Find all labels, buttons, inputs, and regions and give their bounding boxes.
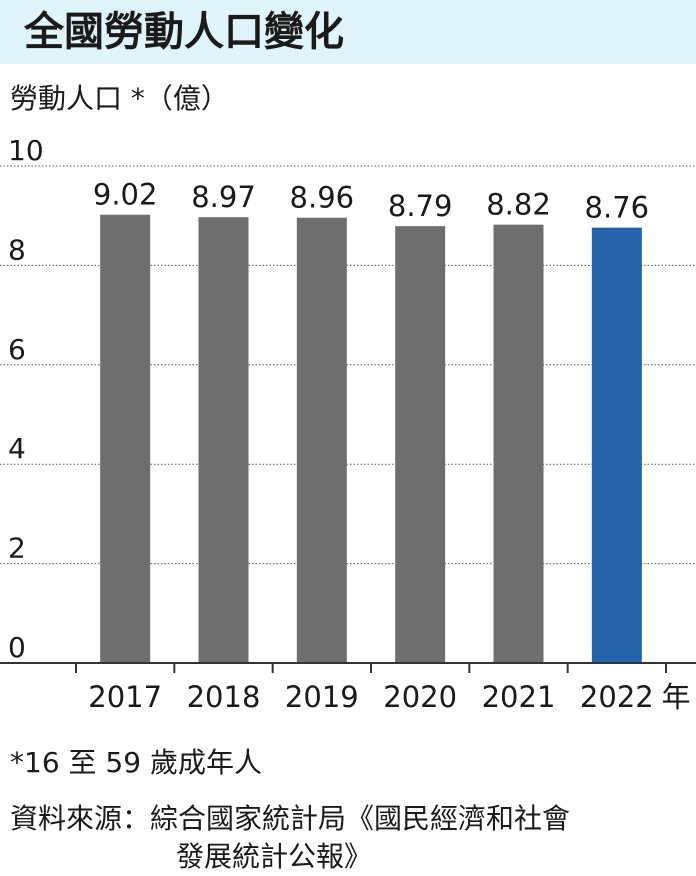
- data-label: 9.02: [93, 178, 158, 212]
- x-tick-label: 2021: [482, 680, 556, 714]
- x-tick-label: 2018: [187, 680, 261, 714]
- data-label: 8.82: [486, 188, 551, 222]
- bar: [591, 227, 642, 664]
- bar: [198, 217, 249, 664]
- x-tick-label: 2019: [285, 680, 359, 714]
- bar: [296, 217, 347, 664]
- chart-title: 全國勞動人口變化: [24, 9, 344, 55]
- y-axis-label: 勞動人口 *（億）: [10, 82, 229, 115]
- y-tick-label: 6: [8, 333, 26, 366]
- y-tick-label: 2: [8, 532, 26, 565]
- data-label: 8.76: [585, 191, 650, 225]
- x-tick-label: 2017: [88, 680, 162, 714]
- data-label: 8.79: [388, 189, 453, 223]
- bar-chart: 0 2 4 6 8 10 9.02 2017 8.97 2018 8.96 2019 8.79 2020 8…: [0, 134, 696, 714]
- bar: [100, 214, 151, 663]
- source-note: 資料來源：綜合國家統計局《國民經濟和社會 發展統計公報》: [10, 800, 690, 876]
- footnote: *16 至 59 歲成年人: [10, 746, 262, 779]
- data-label: 8.96: [290, 181, 355, 215]
- x-axis-label: 年: [661, 680, 690, 714]
- source-line-1: 資料來源：綜合國家統計局《國民經濟和社會: [10, 802, 571, 835]
- x-tick-label: 2020: [383, 680, 457, 714]
- x-tick-label: 2022: [580, 680, 654, 714]
- data-label: 8.97: [191, 180, 256, 214]
- y-tick-label: 0: [8, 631, 26, 664]
- title-banner: 全國勞動人口變化: [0, 0, 696, 64]
- y-tick-label: 4: [8, 432, 26, 465]
- y-tick-label: 8: [8, 233, 26, 266]
- bar: [395, 226, 446, 663]
- source-line-2: 發展統計公報》: [176, 840, 373, 873]
- y-tick-label: 10: [8, 134, 44, 167]
- bar: [493, 224, 544, 663]
